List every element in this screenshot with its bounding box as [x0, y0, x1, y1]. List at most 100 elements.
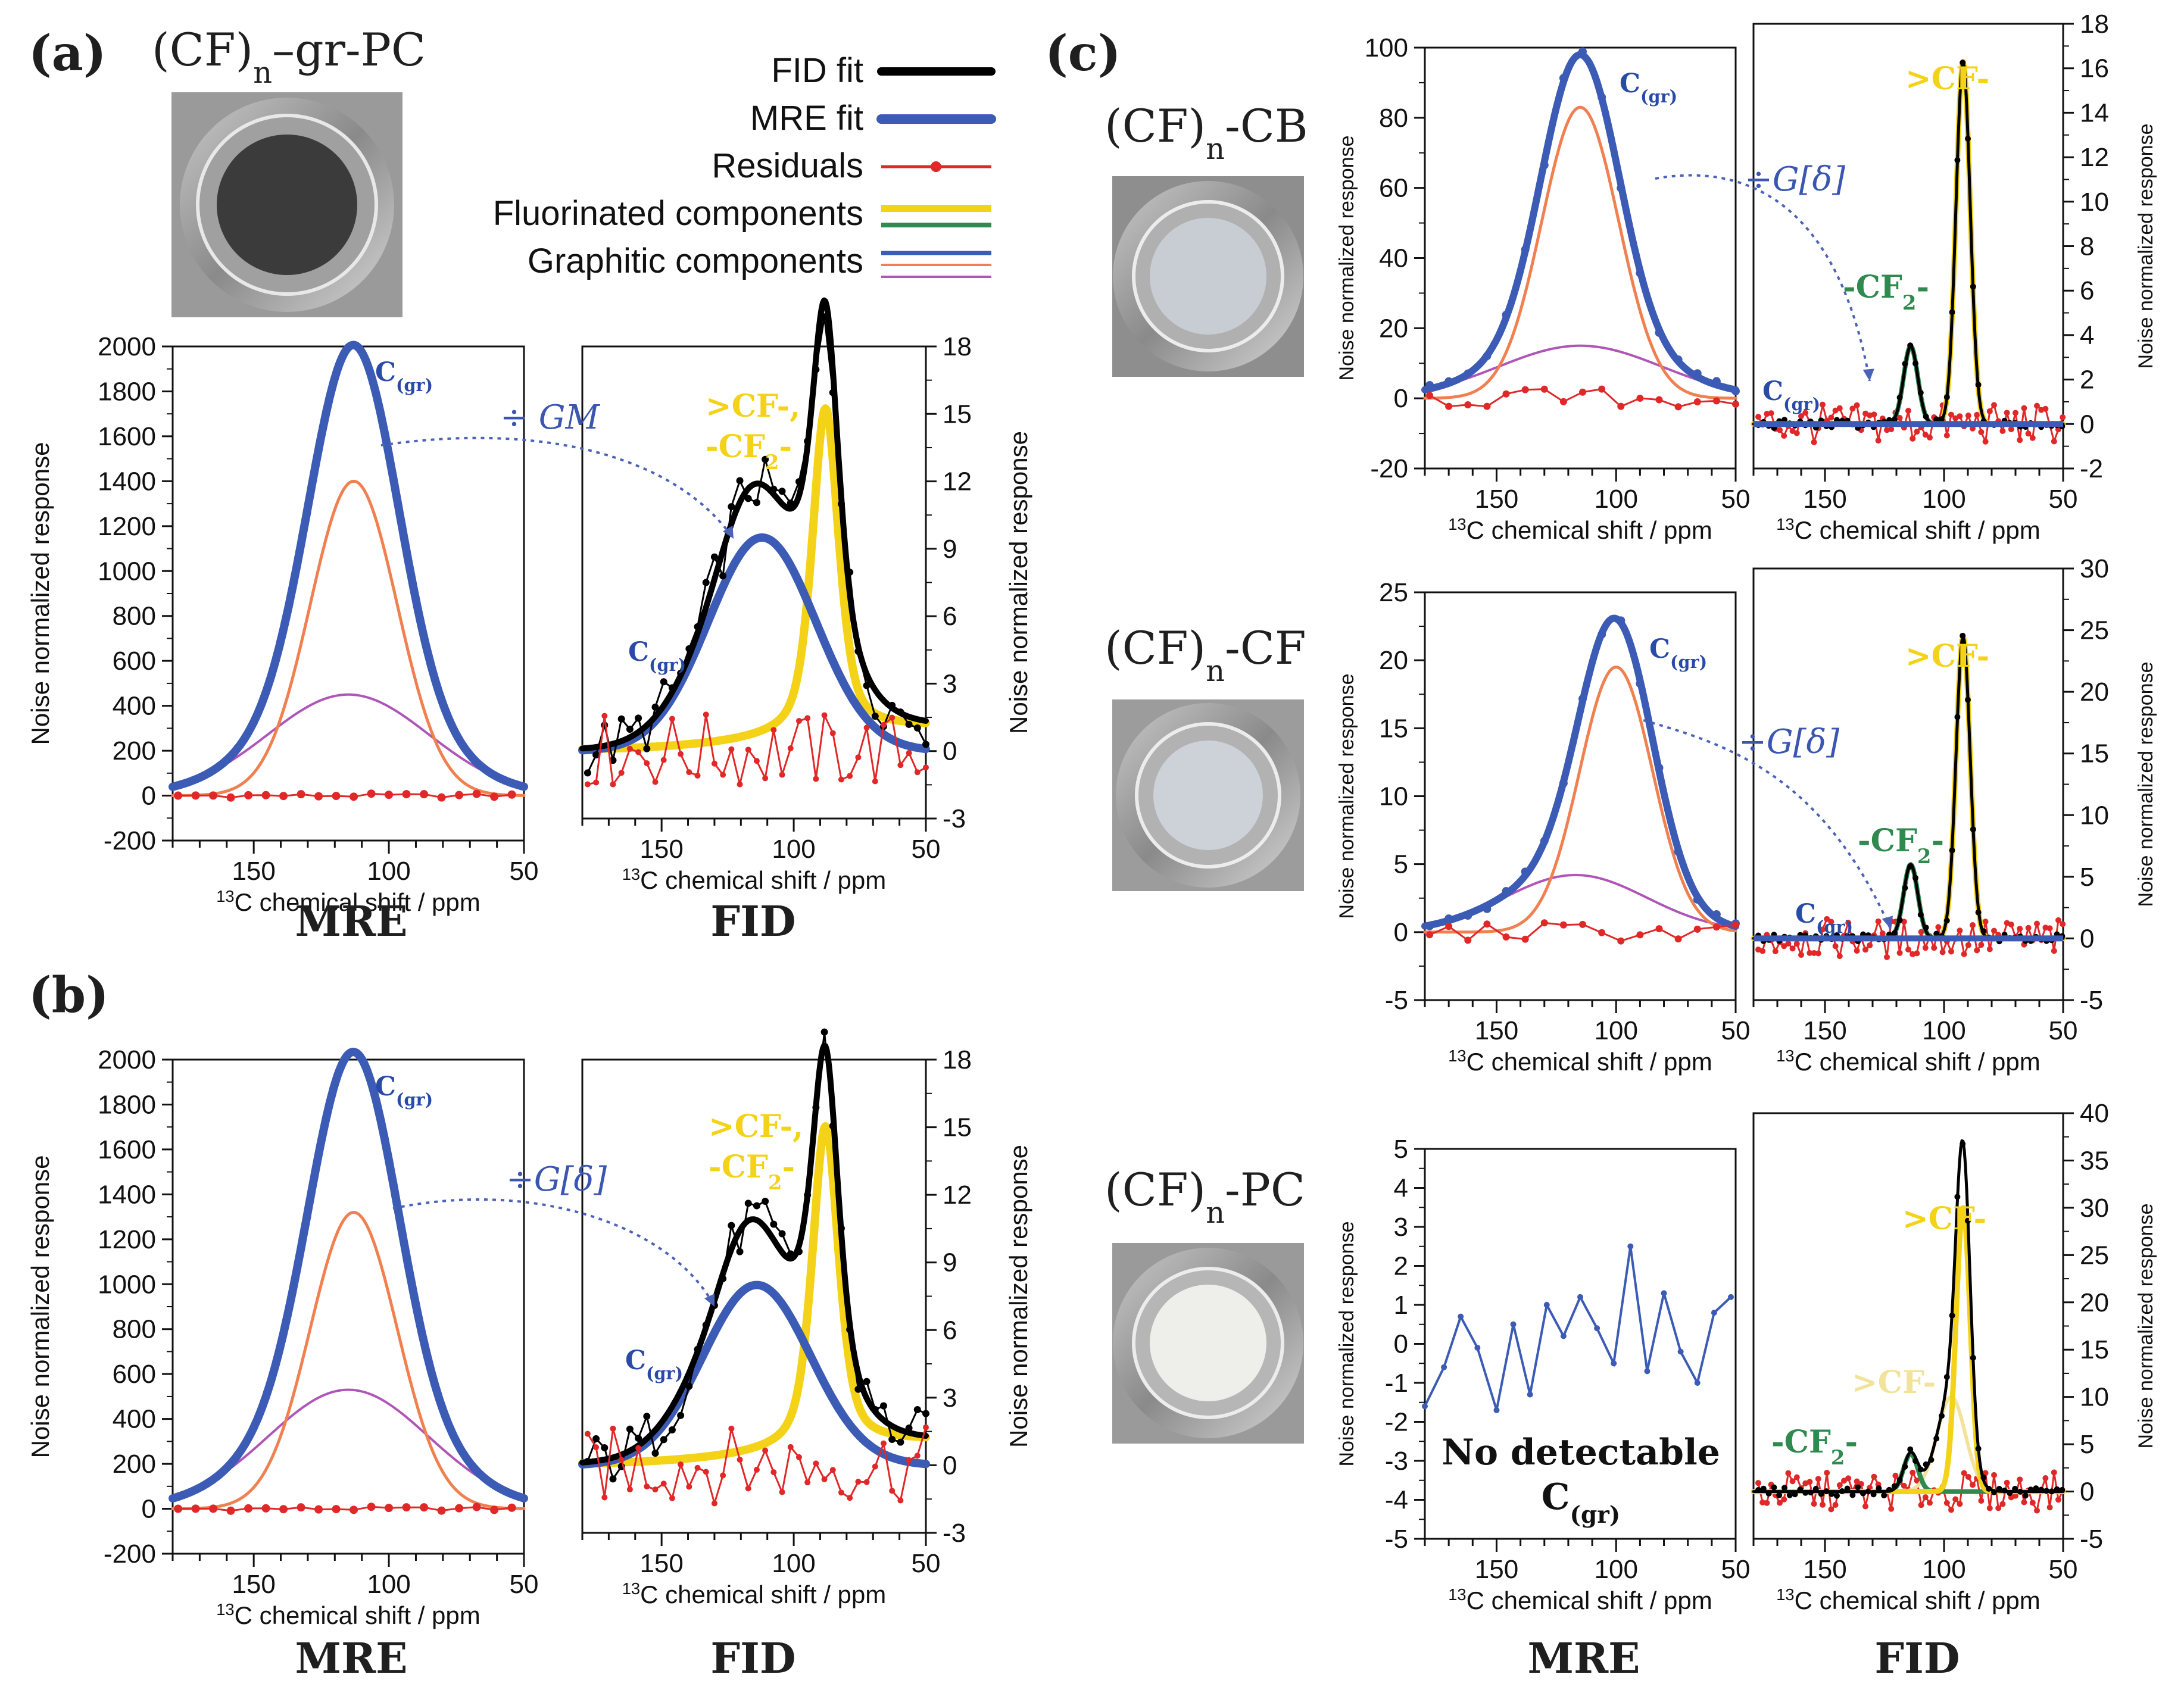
annotation-cf-cf2-line1: >CF-, — [709, 1108, 803, 1145]
y-tick-label: 0 — [142, 782, 156, 811]
residual-point — [855, 1479, 862, 1485]
fid-data-point — [1965, 136, 1971, 142]
residual-point — [1952, 1496, 1959, 1503]
fid-data-point — [820, 313, 828, 321]
residual-point — [1502, 390, 1510, 398]
mre-data-point — [1693, 369, 1702, 378]
fid-data-point — [1975, 1445, 1982, 1452]
mre-data-point — [1560, 1333, 1567, 1339]
mre-data-point — [1598, 630, 1606, 639]
y-tick-label: 2000 — [98, 332, 156, 361]
residual-point — [1965, 942, 1971, 948]
fid-data-point — [1797, 1486, 1804, 1493]
residual-point — [1986, 946, 1993, 952]
fid-data-point — [1891, 930, 1898, 936]
fid-data-point — [1917, 1466, 1924, 1473]
y-axis-label: Noise normalized response — [2135, 1204, 2157, 1449]
mre-data-point — [1727, 1294, 1734, 1300]
residual-point — [1712, 397, 1720, 405]
residual-point — [660, 1480, 667, 1487]
residual-point — [694, 1464, 701, 1471]
residual-point — [821, 1476, 828, 1482]
fid-data-point — [1949, 847, 1955, 854]
x-tick-label: 150 — [1803, 485, 1846, 514]
residual-point — [209, 791, 218, 800]
residual-point — [472, 1503, 481, 1511]
residual-point — [1961, 951, 1967, 957]
residual-point — [1965, 413, 1971, 419]
residual-point — [1986, 1505, 1993, 1511]
residual-point — [1999, 427, 2006, 434]
y-tick-label: 12 — [943, 467, 972, 496]
residual-point — [1845, 920, 1852, 926]
fid-data-point — [685, 1382, 693, 1390]
fid-data-point — [1939, 416, 1945, 423]
y-tick-label: 9 — [943, 535, 957, 564]
legend-residuals: Residuals — [712, 146, 863, 185]
residual-point — [728, 746, 735, 752]
mre-data-point — [1474, 1345, 1481, 1351]
y-tick-label: 6 — [2080, 276, 2094, 305]
residual-point — [1811, 1501, 1817, 1507]
residual-point — [1862, 947, 1868, 953]
x-tick-label: 150 — [639, 835, 683, 864]
fid-data-point — [795, 1248, 803, 1255]
annotation-cf: >CF- — [1902, 1201, 1986, 1237]
mre-data-point — [1540, 161, 1549, 170]
residual-point — [1991, 402, 1997, 408]
y-tick-label: 3 — [943, 669, 957, 698]
residual-point — [1879, 930, 1886, 936]
residual-point — [2034, 402, 2040, 409]
residual-point — [1832, 943, 1839, 949]
y-tick-label: 20 — [1379, 314, 1408, 343]
mre-data-point — [1521, 867, 1530, 876]
annotation-no-detectable: No detectable — [1442, 1432, 1720, 1473]
residual-point — [1772, 948, 1779, 955]
arrow-b-head — [704, 1294, 715, 1307]
fid-data-point — [778, 1230, 786, 1238]
fid-data-point — [719, 1275, 727, 1283]
fid-data-point — [685, 645, 693, 652]
fid-data-point — [609, 1475, 617, 1483]
mre-data-point — [1444, 914, 1453, 923]
residual-point — [1777, 1500, 1783, 1506]
mre-data-point — [411, 1300, 420, 1309]
residual-point — [1884, 954, 1890, 960]
residual-point — [906, 1457, 912, 1463]
residual-point — [1798, 413, 1804, 420]
mre-data-point — [263, 684, 272, 693]
residual-point — [762, 1447, 769, 1454]
mre-data-point — [441, 707, 450, 716]
residual-point — [1905, 947, 1911, 953]
graphitic-broad-curve — [171, 1388, 525, 1500]
residual-point — [1974, 947, 1980, 954]
y-tick-label: 3 — [1394, 1213, 1408, 1242]
y-tick-label: 100 — [1365, 33, 1408, 63]
x-tick-label: 100 — [1922, 485, 1965, 514]
fid-data-point — [854, 648, 862, 655]
mre-data-point — [204, 769, 212, 778]
residual-point — [1862, 1503, 1868, 1510]
residual-point — [2042, 405, 2049, 412]
x-tick-label: 150 — [639, 1549, 683, 1578]
fid-data-point — [1970, 283, 1976, 290]
mre-data-point — [1655, 328, 1664, 337]
residual-point — [490, 792, 499, 801]
fid-data-point — [1970, 1354, 1976, 1361]
cf-curve — [1751, 633, 2066, 941]
mre-data-point — [1578, 694, 1587, 703]
fid-data-point — [677, 1411, 685, 1419]
annotation-cgr: C(gr) — [375, 357, 433, 395]
y-tick-label: 600 — [113, 646, 156, 676]
mre-data-point — [1464, 911, 1472, 920]
residual-point — [821, 712, 828, 719]
residual-point — [1948, 1507, 1954, 1513]
mre-data-point — [1578, 47, 1587, 56]
fid-data-point — [1939, 1413, 1945, 1419]
mre-data-point — [322, 1111, 331, 1120]
residual-point — [332, 1505, 341, 1514]
y-tick-label: 4 — [1394, 1174, 1408, 1203]
residual-point — [804, 1479, 811, 1486]
residual-point — [1636, 931, 1644, 939]
residual-point — [1892, 1472, 1899, 1479]
